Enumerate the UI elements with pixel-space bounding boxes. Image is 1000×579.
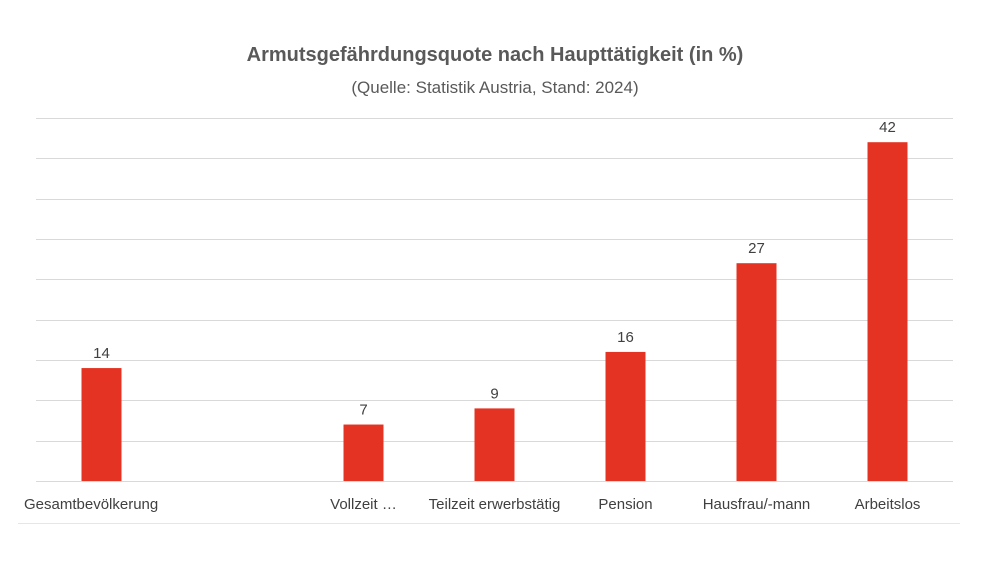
- bar-arbeitslos: [867, 142, 908, 481]
- data-label: 42: [879, 119, 896, 136]
- category-label: Pension: [598, 496, 652, 513]
- chart-title: Armutsgefährdungsquote nach Haupttätigke…: [246, 44, 744, 66]
- data-label: 7: [359, 402, 367, 419]
- category-label: Teilzeit erwerbstätig: [429, 496, 561, 513]
- category-label: Hausfrau/-mann: [703, 496, 811, 513]
- data-labels: 14 7 9 16 27 42: [93, 119, 896, 418]
- data-label: 9: [490, 385, 498, 402]
- bar-gesamtbevölkerung: [81, 368, 122, 481]
- category-label: Vollzeit …: [330, 496, 397, 513]
- chart-subtitle: (Quelle: Statistik Austria, Stand: 2024): [351, 78, 639, 97]
- category-label: Gesamtbevölkerung: [24, 496, 158, 513]
- bars: [81, 142, 908, 481]
- data-label: 16: [617, 329, 634, 346]
- category-label: Arbeitslos: [855, 496, 921, 513]
- data-label: 27: [748, 240, 765, 257]
- bar-vollzeit-: [343, 424, 384, 481]
- bar-hausfrau-mann: [736, 263, 777, 481]
- bar-pension: [605, 351, 646, 481]
- data-label: 14: [93, 345, 110, 362]
- bar-teilzeit-erwerbstätig: [474, 408, 515, 481]
- category-labels: Gesamtbevölkerung Vollzeit … Teilzeit erwe…: [24, 496, 920, 513]
- gridlines: [18, 118, 960, 524]
